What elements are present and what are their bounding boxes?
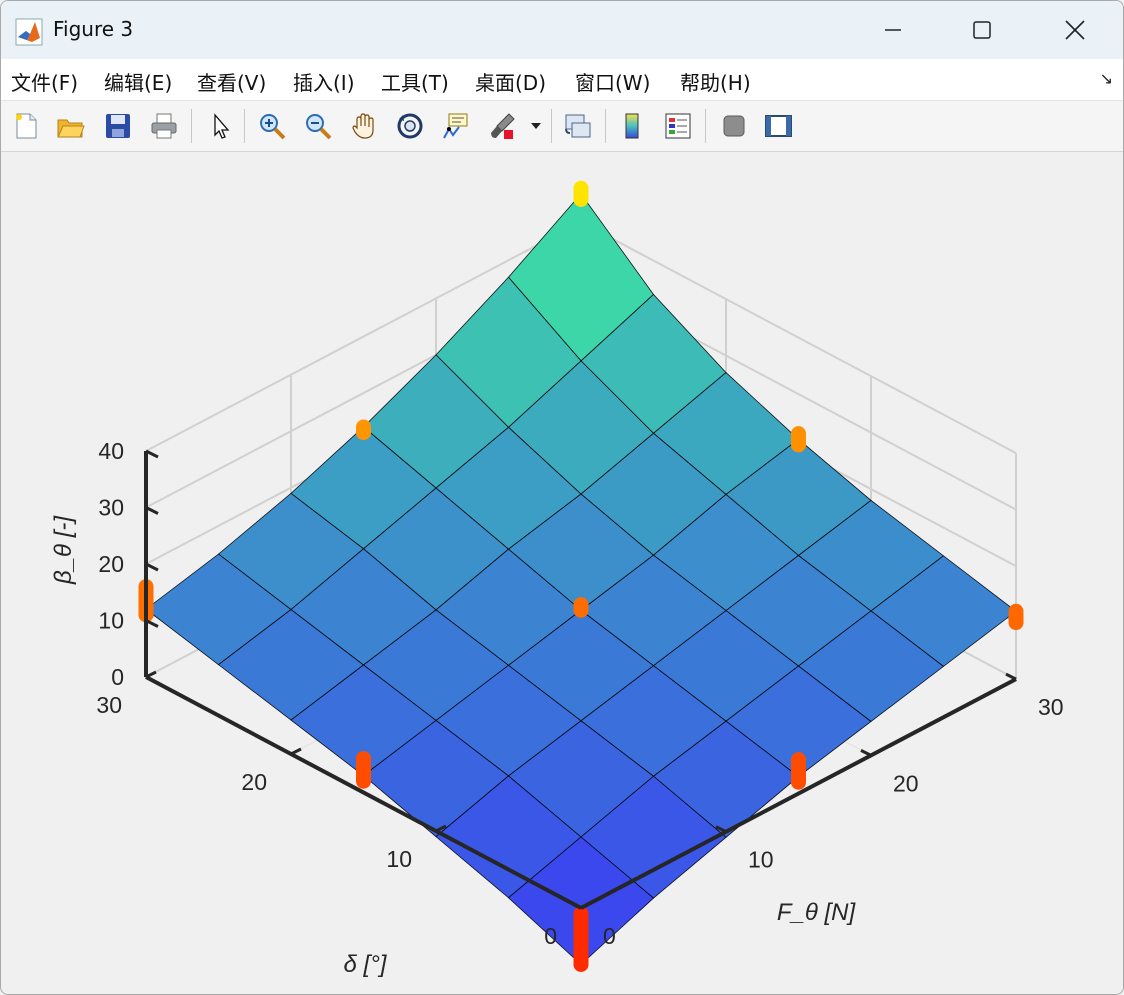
z-tick xyxy=(145,562,159,572)
matlab-logo-icon xyxy=(15,18,43,46)
toolbar-separator xyxy=(244,109,245,143)
data-cursor-button[interactable] xyxy=(439,109,473,143)
menu-bar: 文件(F) 编辑(E) 查看(V) 插入(I) 工具(T) 桌面(D) 窗口(W… xyxy=(1,59,1123,101)
z-tick-label: 0 xyxy=(111,664,124,690)
brush-icon xyxy=(491,113,515,139)
y-tick-label: 0 xyxy=(603,923,616,949)
close-button[interactable] xyxy=(1045,7,1105,53)
menu-tools[interactable]: 工具(T) xyxy=(381,71,449,95)
legend-icon xyxy=(665,113,691,139)
figure-toolbar xyxy=(1,101,1123,152)
pointer-button[interactable] xyxy=(203,109,237,143)
x-tick-label: 30 xyxy=(96,692,122,718)
show-plot-tools-icon xyxy=(765,115,792,137)
brush-button[interactable] xyxy=(485,109,519,143)
toolbar-separator xyxy=(191,109,192,143)
z-tick-label: 40 xyxy=(98,438,124,464)
plot-area[interactable]: 0 10 20 30 0 10 20 30 0 10 20 30 40 δ [°] F_θ [N] β_… xyxy=(1,152,1123,994)
menu-insert[interactable]: 插入(I) xyxy=(293,71,355,95)
y-tick xyxy=(715,825,727,834)
colorbar-icon xyxy=(625,113,639,139)
brush-dropdown-icon xyxy=(531,123,541,129)
new-figure-icon xyxy=(16,113,37,139)
print-button[interactable] xyxy=(147,109,181,143)
y-axis-label: F_θ [N] xyxy=(777,899,857,926)
maximize-button[interactable] xyxy=(952,7,1012,53)
z-tick-label: 10 xyxy=(98,608,124,634)
open-file-button[interactable] xyxy=(53,109,87,143)
pan-button[interactable] xyxy=(347,109,381,143)
x-tick xyxy=(580,901,592,910)
x-tick xyxy=(435,824,447,833)
title-bar: Figure 3 xyxy=(1,1,1123,59)
open-file-icon xyxy=(57,119,85,138)
link-plot-button[interactable] xyxy=(561,109,595,143)
surface-patch xyxy=(507,836,655,966)
minimize-icon xyxy=(885,29,901,31)
legend-button[interactable] xyxy=(661,109,695,143)
minimize-button[interactable] xyxy=(863,7,923,53)
menu-view[interactable]: 查看(V) xyxy=(197,71,267,95)
y-axis-line xyxy=(580,677,1017,910)
menu-dock-arrow-icon[interactable]: ↘ xyxy=(1099,69,1113,88)
rotate-3d-button[interactable] xyxy=(393,109,427,143)
menu-window[interactable]: 窗口(W) xyxy=(575,71,651,95)
hide-plot-tools-button[interactable] xyxy=(717,109,751,143)
z-tick xyxy=(145,449,159,459)
y-tick-label: 30 xyxy=(1038,694,1064,720)
pan-hand-icon xyxy=(352,113,374,139)
x-tick-label: 20 xyxy=(241,769,267,795)
toolbar-separator xyxy=(605,109,606,143)
brush-dropdown-button[interactable] xyxy=(527,109,545,143)
z-tick-label: 20 xyxy=(98,551,124,577)
close-icon xyxy=(1065,20,1085,40)
colorbar-button[interactable] xyxy=(615,109,649,143)
x-axis-label: δ [°] xyxy=(344,951,388,978)
menu-file[interactable]: 文件(F) xyxy=(11,71,79,95)
toolbar-separator xyxy=(705,109,706,143)
toolbar-separator xyxy=(551,109,552,143)
zoom-out-button[interactable] xyxy=(301,109,335,143)
y-tick xyxy=(860,749,872,757)
menu-edit[interactable]: 编辑(E) xyxy=(104,71,173,95)
z-axis-label: β_θ [-] xyxy=(50,515,77,585)
new-figure-button[interactable] xyxy=(9,109,43,143)
x-tick xyxy=(290,747,302,756)
x-axis-line xyxy=(145,675,582,910)
save-button[interactable] xyxy=(101,109,135,143)
save-icon xyxy=(106,114,130,138)
y-tick-label: 20 xyxy=(893,770,919,796)
rotate-3d-icon xyxy=(397,113,423,139)
maximize-icon xyxy=(973,21,991,39)
zoom-out-icon xyxy=(306,114,332,140)
z-tick xyxy=(145,675,159,685)
hide-plot-tools-icon xyxy=(723,115,745,137)
z-tick-label: 30 xyxy=(98,495,124,521)
pointer-icon xyxy=(214,113,230,139)
surface xyxy=(145,193,1017,966)
zoom-in-icon xyxy=(260,114,286,140)
y-tick xyxy=(1005,672,1017,681)
print-icon xyxy=(151,113,177,139)
y-tick xyxy=(570,901,582,910)
z-tick xyxy=(145,506,159,515)
z-tick xyxy=(145,619,159,628)
x-tick-label: 0 xyxy=(544,923,557,949)
zoom-in-button[interactable] xyxy=(255,109,289,143)
menu-help[interactable]: 帮助(H) xyxy=(680,71,751,95)
show-plot-tools-button[interactable] xyxy=(761,109,795,143)
link-plot-icon xyxy=(565,114,591,138)
window-title: Figure 3 xyxy=(53,17,134,41)
menu-desktop[interactable]: 桌面(D) xyxy=(475,71,547,95)
x-tick-label: 10 xyxy=(386,846,412,872)
data-cursor-icon xyxy=(443,113,468,139)
y-tick-label: 10 xyxy=(748,847,774,873)
